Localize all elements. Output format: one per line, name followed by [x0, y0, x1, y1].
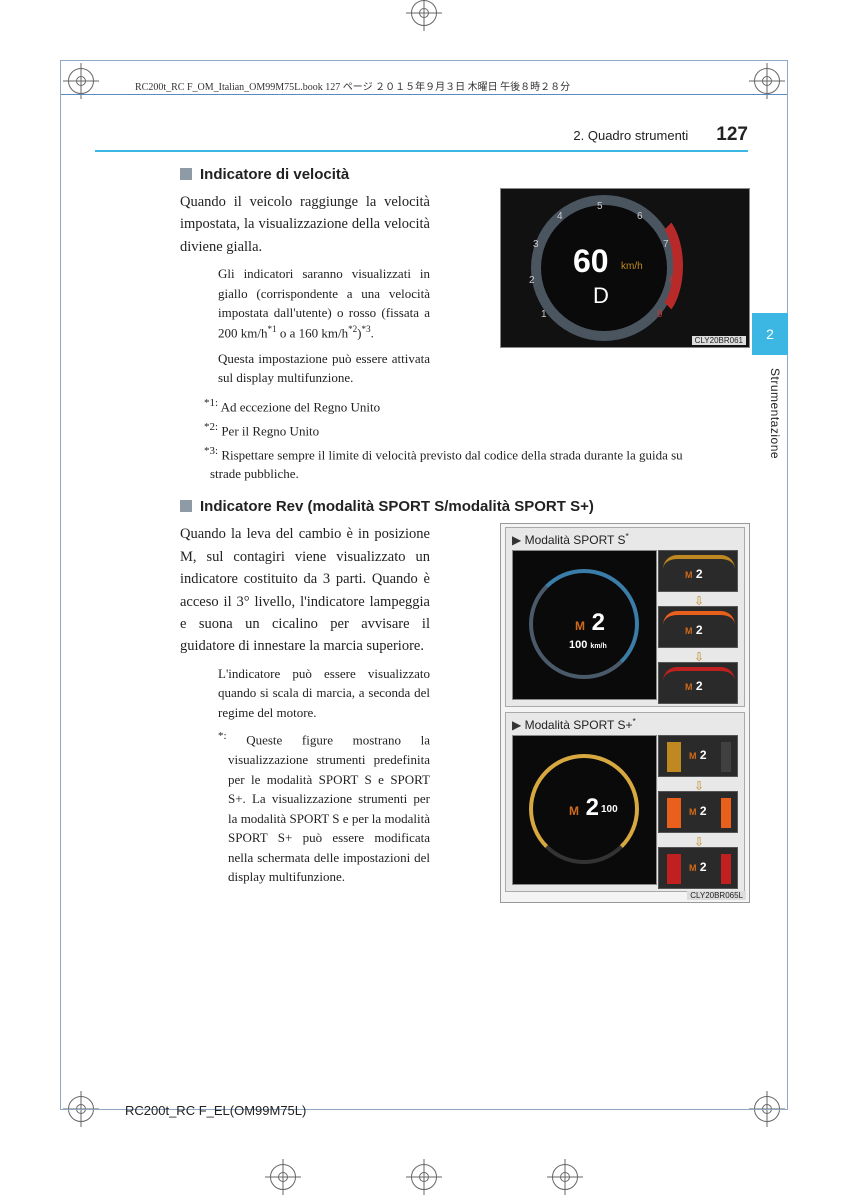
para-speed-2: Gli indicatori saranno visualizzati in g…	[218, 264, 430, 342]
section-name: 2. Quadro strumenti	[573, 128, 688, 143]
footnote-rev: *: Queste figure mostrano la visualizzaz…	[218, 728, 430, 886]
section-speed-indicator: Indicatore di velocità Quando il veicolo…	[180, 166, 740, 388]
figure-rev-modes: ▶ Modalità SPORT S* M 2 100 km/h M 2 ⇩	[500, 523, 750, 903]
para-rev-1: Quando la leva del cambio è in posizione…	[180, 523, 430, 658]
figure-code: CLY20BR061	[692, 336, 746, 345]
para-rev-2: L'indicatore può essere visualizzato qua…	[218, 664, 430, 723]
para-speed-1: Quando il veicolo raggiunge la velocità …	[180, 191, 430, 258]
heading-speed: Indicatore di velocità	[180, 166, 740, 183]
gauge-speed-value: 60	[573, 243, 609, 280]
chapter-tab: 2	[752, 313, 788, 355]
footnote-3: *3: Rispettare sempre il limite di veloc…	[186, 444, 706, 484]
book-meta: RC200t_RC F_OM_Italian_OM99M75L.book 127…	[135, 78, 570, 93]
para-speed-3: Questa impostazione può essere attivata …	[218, 349, 430, 388]
gauge-gear: D	[593, 283, 609, 309]
heading-rev: Indicatore Rev (modalità SPORT S/modalit…	[180, 498, 740, 515]
footer-doc-id: RC200t_RC F_EL(OM99M75L)	[125, 1103, 306, 1118]
footnote-1: *1: Ad eccezione del Regno Unito	[186, 396, 706, 417]
figure-code-2: CLY20BR065L	[687, 891, 746, 900]
footnote-2: *2: Per il Regno Unito	[186, 420, 706, 441]
section-rev-indicator: Indicatore Rev (modalità SPORT S/modalit…	[180, 498, 740, 887]
page-number: 127	[716, 124, 748, 146]
page-header: 2. Quadro strumenti 127	[95, 124, 748, 146]
figure-speed-gauge: 60 km/h D 1 2 3 4 5 6 7 8 9 CLY20BR061	[500, 188, 750, 348]
side-label: Strumentazione	[768, 368, 782, 459]
